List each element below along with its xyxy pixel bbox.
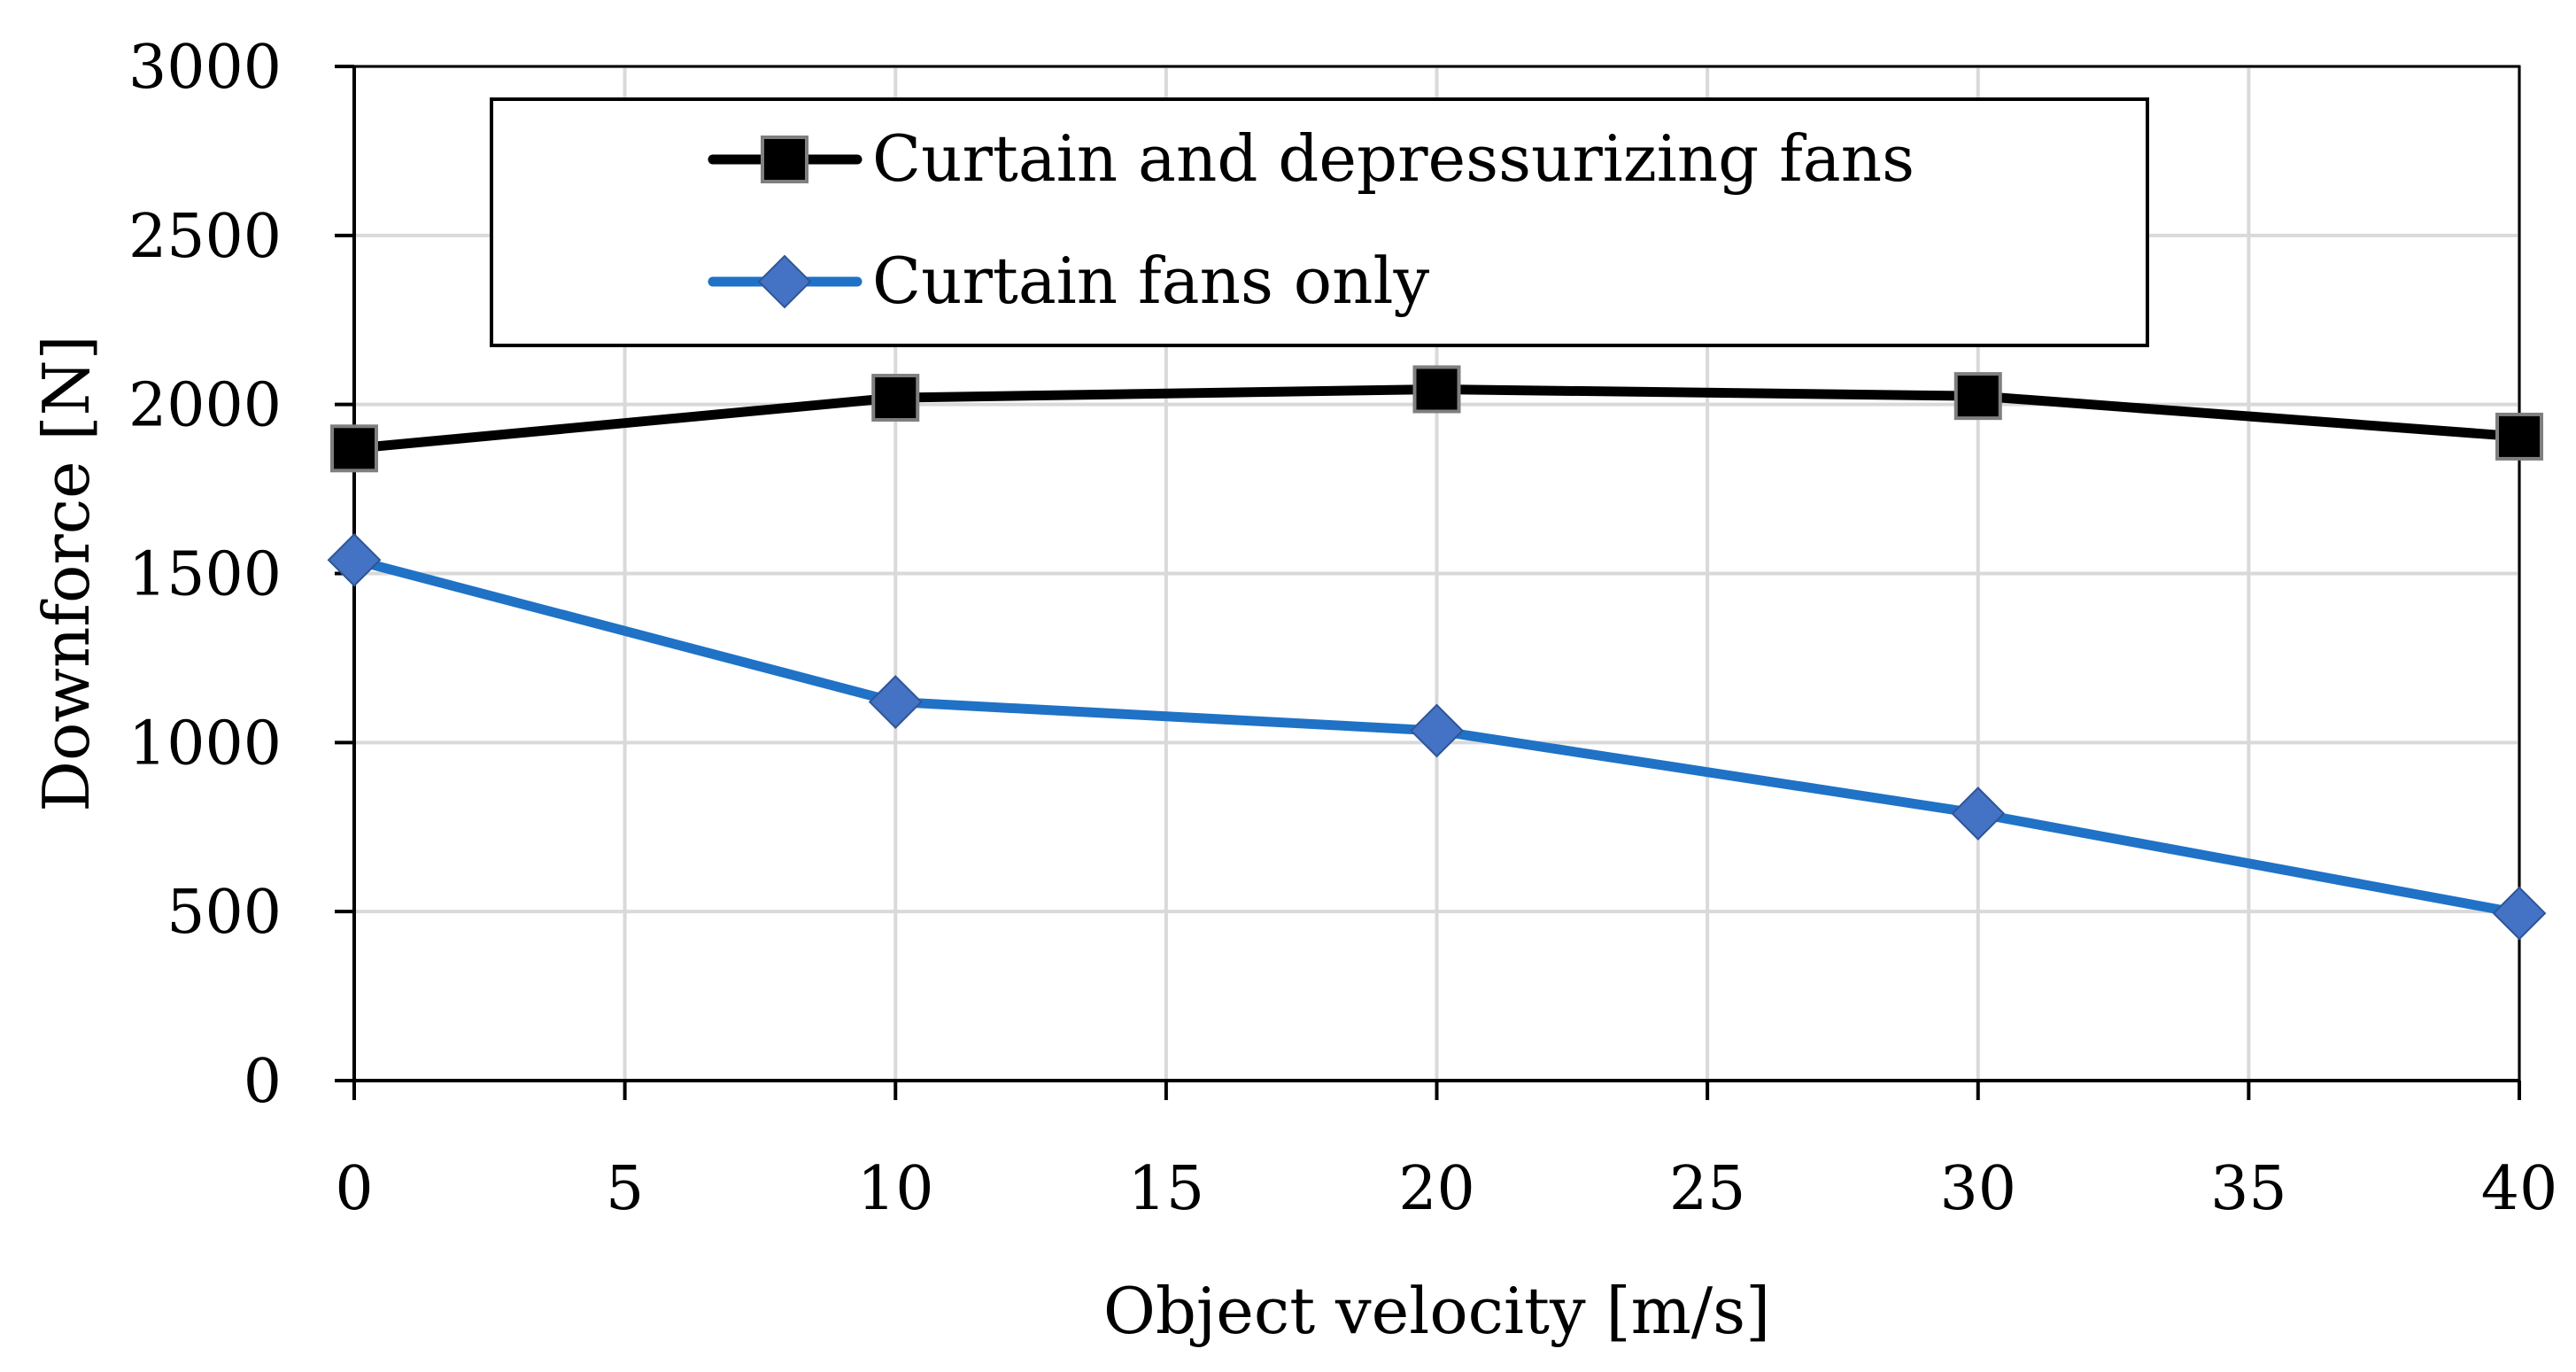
x-tick-label: 40 bbox=[2481, 1154, 2558, 1224]
data-point bbox=[1410, 703, 1464, 758]
x-tick-label: 15 bbox=[1128, 1154, 1205, 1224]
legend-marker-1 bbox=[757, 254, 812, 309]
data-point bbox=[330, 424, 378, 473]
data-point bbox=[868, 675, 923, 729]
data-point bbox=[1951, 787, 2006, 841]
y-tick-label: 2500 bbox=[128, 202, 282, 272]
data-point bbox=[1953, 372, 2002, 421]
x-axis-title: Object velocity [m/s] bbox=[1103, 1274, 1770, 1348]
data-point bbox=[2492, 886, 2547, 941]
legend-label: Curtain fans only bbox=[872, 244, 1430, 318]
x-tick-label: 0 bbox=[335, 1154, 373, 1224]
legend: Curtain and depressurizing fans Curtain f… bbox=[490, 97, 2149, 347]
y-axis-title: Downforce [N] bbox=[29, 335, 104, 812]
x-tick-label: 35 bbox=[2210, 1154, 2287, 1224]
legend-marker-0 bbox=[761, 136, 808, 183]
x-tick-label: 20 bbox=[1398, 1154, 1475, 1224]
series-1 bbox=[327, 532, 2547, 941]
series-layer bbox=[327, 365, 2547, 941]
data-point bbox=[1412, 365, 1461, 414]
x-tick-label: 10 bbox=[857, 1154, 934, 1224]
data-point bbox=[2495, 412, 2543, 461]
series-0 bbox=[330, 365, 2543, 473]
y-tick-label: 2000 bbox=[128, 371, 282, 441]
y-tick-label: 1000 bbox=[128, 709, 282, 779]
x-tick-label: 30 bbox=[1939, 1154, 2016, 1224]
y-tick-label: 1500 bbox=[128, 540, 282, 610]
y-tick-label: 3000 bbox=[128, 33, 282, 103]
data-point bbox=[871, 374, 920, 422]
y-tick-label: 500 bbox=[166, 878, 282, 948]
data-point bbox=[327, 532, 382, 587]
legend-label: Curtain and depressurizing fans bbox=[872, 121, 1915, 196]
x-tick-label: 25 bbox=[1669, 1154, 1746, 1224]
y-tick-label: 0 bbox=[244, 1047, 282, 1117]
x-tick-label: 5 bbox=[606, 1154, 644, 1224]
